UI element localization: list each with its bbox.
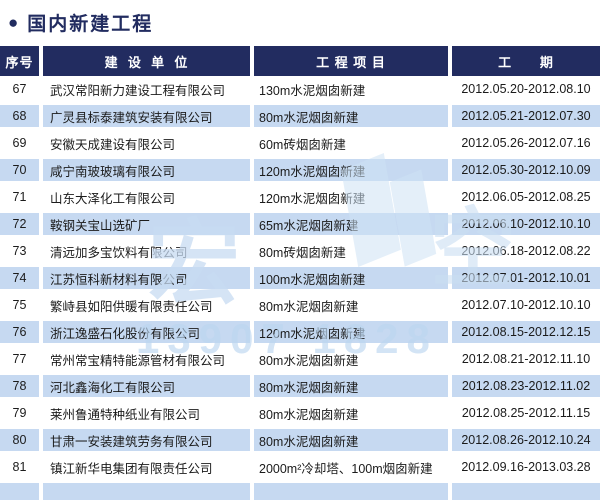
period-cell: 2012.06.05-2012.08.25 [452, 184, 600, 211]
project-cell: 80m水泥烟囱新建 [254, 427, 448, 454]
page-title: 国内新建工程 [27, 13, 154, 35]
company-cell: 鞍钢关宝山选矿厂 [43, 211, 250, 238]
table-row: 72 鞍钢关宝山选矿厂 65m水泥烟囱新建 2012.06.10-2012.10.10 [0, 211, 600, 238]
projects-table: 序号 建 设 单 位 工 程 项 目 工 期 67 武汉常阳新力建设工程有限公司 1… [0, 46, 600, 500]
table-body: 67 武汉常阳新力建设工程有限公司 130m水泥烟囱新建 2012.05.20-201… [0, 76, 600, 500]
row-index-cell: 75 [0, 292, 39, 319]
row-index-cell: 79 [0, 400, 39, 427]
table-row: 71 山东大泽化工有限公司 120m水泥烟囱新建 2012.06.05-2012.08… [0, 184, 600, 211]
project-cell: 80m水泥烟囱新建 [254, 373, 448, 400]
company-cell: 武汉常阳新力建设工程有限公司 [43, 76, 250, 103]
period-cell: 2012.09.16-2013.03.28 [452, 454, 600, 481]
company-cell: 广灵县标泰建筑安装有限公司 [43, 103, 250, 130]
period-cell [452, 481, 600, 500]
row-index-cell: 73 [0, 238, 39, 265]
project-cell: 80m水泥烟囱新建 [254, 292, 448, 319]
project-cell: 100m水泥烟囱新建 [254, 265, 448, 292]
row-index-cell: 80 [0, 427, 39, 454]
period-cell: 2012.08.25-2012.11.15 [452, 400, 600, 427]
column-header-period: 工 期 [452, 46, 600, 76]
period-cell: 2012.05.30-2012.10.09 [452, 157, 600, 184]
row-index-cell: 77 [0, 346, 39, 373]
table-row: 75 繁峙县如阳供暖有限责任公司 80m水泥烟囱新建 2012.07.10-2012.… [0, 292, 600, 319]
table-row: 76 浙江逸盛石化股份有限公司 120m水泥烟囱新建 2012.08.15-2012.… [0, 319, 600, 346]
row-index-cell: 67 [0, 76, 39, 103]
company-cell: 繁峙县如阳供暖有限责任公司 [43, 292, 250, 319]
company-cell: 清远加多宝饮料有限公司 [43, 238, 250, 265]
company-cell: 江苏恒科新材料有限公司 [43, 265, 250, 292]
company-cell: 常州常宝精特能源管材有限公司 [43, 346, 250, 373]
row-index-cell: 72 [0, 211, 39, 238]
period-cell: 2012.07.01-2012.10.01 [452, 265, 600, 292]
table-row: 67 武汉常阳新力建设工程有限公司 130m水泥烟囱新建 2012.05.20-201… [0, 76, 600, 103]
row-index-cell: 78 [0, 373, 39, 400]
company-cell: 咸宁南玻玻璃有限公司 [43, 157, 250, 184]
section-title: ● 国内新建工程 [0, 0, 153, 44]
period-cell: 2012.08.26-2012.10.24 [452, 427, 600, 454]
project-cell: 120m水泥烟囱新建 [254, 184, 448, 211]
period-cell: 2012.07.10-2012.10.10 [452, 292, 600, 319]
row-index-cell: 74 [0, 265, 39, 292]
table-row: 77 常州常宝精特能源管材有限公司 80m水泥烟囱新建 2012.08.21-2012… [0, 346, 600, 373]
project-cell: 2000m²冷却塔、100m烟囱新建 [254, 454, 448, 481]
table-row: 79 莱州鲁通特种纸业有限公司 80m水泥烟囱新建 2012.08.25-2012.1… [0, 400, 600, 427]
project-cell: 80m砖烟囱新建 [254, 238, 448, 265]
project-cell: 130m水泥烟囱新建 [254, 76, 448, 103]
project-cell: 60m砖烟囱新建 [254, 130, 448, 157]
period-cell: 2012.05.21-2012.07.30 [452, 103, 600, 130]
project-cell: 80m水泥烟囱新建 [254, 103, 448, 130]
company-cell: 安徽天成建设有限公司 [43, 130, 250, 157]
project-cell: 65m水泥烟囱新建 [254, 211, 448, 238]
table-row: 69 安徽天成建设有限公司 60m砖烟囱新建 2012.05.26-2012.07.1… [0, 130, 600, 157]
project-cell: 120m水泥烟囱新建 [254, 157, 448, 184]
table-row: 80 甘肃一安装建筑劳务有限公司 80m水泥烟囱新建 2012.08.26-2012.… [0, 427, 600, 454]
period-cell: 2012.06.18-2012.08.22 [452, 238, 600, 265]
table-row: 73 清远加多宝饮料有限公司 80m砖烟囱新建 2012.06.18-2012.08.… [0, 238, 600, 265]
period-cell: 2012.08.21-2012.11.10 [452, 346, 600, 373]
company-cell [43, 481, 250, 500]
period-cell: 2012.05.26-2012.07.16 [452, 130, 600, 157]
table-header: 序号 建 设 单 位 工 程 项 目 工 期 [0, 46, 600, 76]
period-cell: 2012.06.10-2012.10.10 [452, 211, 600, 238]
table-row [0, 481, 600, 500]
company-cell: 浙江逸盛石化股份有限公司 [43, 319, 250, 346]
row-index-cell [0, 481, 39, 500]
bullet-icon: ● [8, 12, 19, 32]
table-row: 68 广灵县标泰建筑安装有限公司 80m水泥烟囱新建 2012.05.21-2012.… [0, 103, 600, 130]
company-cell: 河北鑫海化工有限公司 [43, 373, 250, 400]
company-cell: 莱州鲁通特种纸业有限公司 [43, 400, 250, 427]
row-index-cell: 69 [0, 130, 39, 157]
table-row: 70 咸宁南玻玻璃有限公司 120m水泥烟囱新建 2012.05.30-2012.10… [0, 157, 600, 184]
table-row: 74 江苏恒科新材料有限公司 100m水泥烟囱新建 2012.07.01-2012.1… [0, 265, 600, 292]
project-cell: 120m水泥烟囱新建 [254, 319, 448, 346]
project-cell: 80m水泥烟囱新建 [254, 400, 448, 427]
column-header-index: 序号 [0, 46, 39, 76]
table-row: 81 镇江新华电集团有限责任公司 2000m²冷却塔、100m烟囱新建 2012.09… [0, 454, 600, 481]
company-cell: 甘肃一安装建筑劳务有限公司 [43, 427, 250, 454]
company-cell: 镇江新华电集团有限责任公司 [43, 454, 250, 481]
period-cell: 2012.05.20-2012.08.10 [452, 76, 600, 103]
row-index-cell: 81 [0, 454, 39, 481]
table-row: 78 河北鑫海化工有限公司 80m水泥烟囱新建 2012.08.23-2012.11.… [0, 373, 600, 400]
period-cell: 2012.08.23-2012.11.02 [452, 373, 600, 400]
period-cell: 2012.08.15-2012.12.15 [452, 319, 600, 346]
project-cell [254, 481, 448, 500]
column-header-company: 建 设 单 位 [43, 46, 250, 76]
column-header-project: 工 程 项 目 [254, 46, 448, 76]
row-index-cell: 71 [0, 184, 39, 211]
row-index-cell: 70 [0, 157, 39, 184]
project-cell: 80m水泥烟囱新建 [254, 346, 448, 373]
row-index-cell: 68 [0, 103, 39, 130]
row-index-cell: 76 [0, 319, 39, 346]
company-cell: 山东大泽化工有限公司 [43, 184, 250, 211]
